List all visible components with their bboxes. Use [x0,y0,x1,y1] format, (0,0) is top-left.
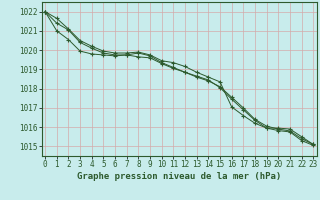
X-axis label: Graphe pression niveau de la mer (hPa): Graphe pression niveau de la mer (hPa) [77,172,281,181]
